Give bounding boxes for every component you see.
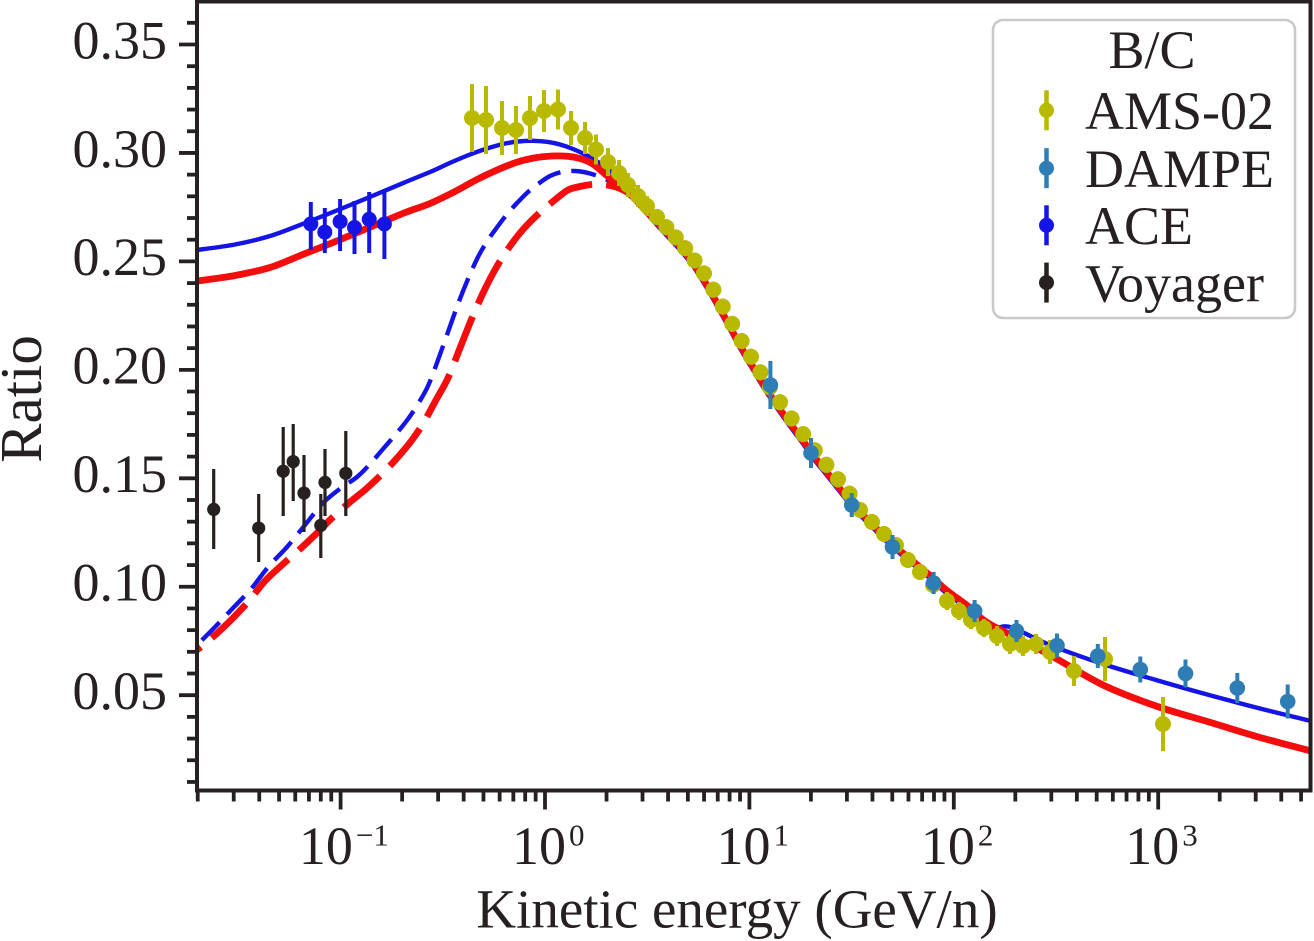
svg-text:0.05: 0.05 [73, 661, 168, 721]
svg-text:0.15: 0.15 [73, 444, 168, 504]
svg-text:0.20: 0.20 [73, 336, 168, 396]
svg-text:Ratio: Ratio [0, 335, 54, 463]
svg-text:DAMPE: DAMPE [1085, 139, 1274, 199]
svg-text:0.10: 0.10 [73, 553, 168, 613]
svg-text:0.25: 0.25 [73, 227, 168, 287]
svg-text:B/C: B/C [1108, 20, 1195, 80]
svg-text:ACE: ACE [1085, 196, 1193, 256]
svg-text:Voyager: Voyager [1085, 253, 1264, 313]
svg-text:101: 101 [716, 816, 789, 876]
svg-text:0.30: 0.30 [73, 119, 168, 179]
svg-text:0.35: 0.35 [73, 10, 168, 70]
svg-text:AMS-02: AMS-02 [1085, 81, 1274, 141]
svg-text:Kinetic energy (GeV/n): Kinetic energy (GeV/n) [476, 879, 997, 940]
